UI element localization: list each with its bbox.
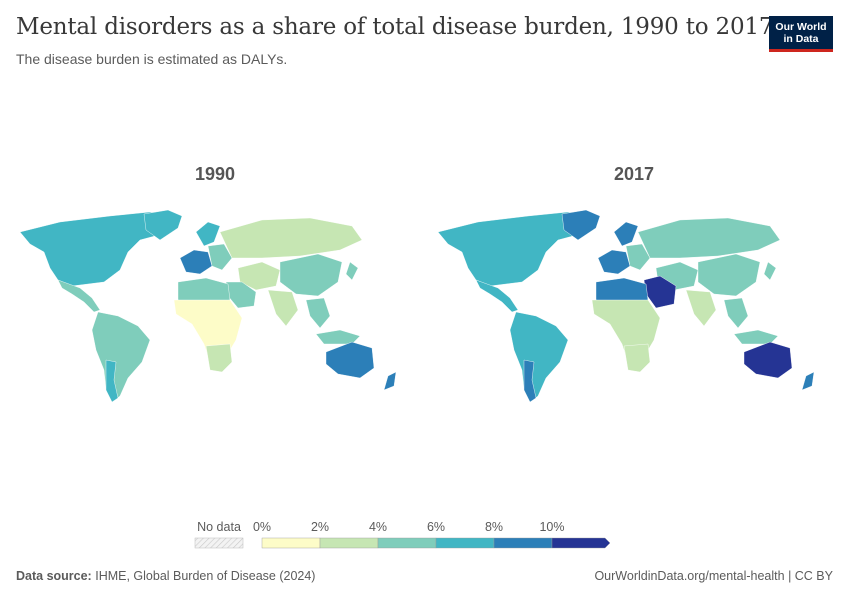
region-central-america	[57, 279, 101, 313]
region-russia	[637, 217, 781, 259]
legend: No data 0% 2% 4% 6% 8% 10%	[194, 520, 611, 549]
legend-bin-3[interactable]	[435, 537, 495, 549]
legend-tick-label: 10%	[539, 520, 564, 534]
region-south-america	[91, 311, 151, 403]
region-north-america	[437, 211, 597, 287]
region-scandinavia	[195, 221, 221, 247]
region-indonesia	[733, 329, 779, 345]
chart-title: Mental disorders as a share of total dis…	[16, 14, 774, 40]
region-china	[279, 253, 343, 297]
legend-bin-2[interactable]	[377, 537, 437, 549]
region-greenland	[561, 209, 601, 241]
region-japan	[345, 261, 359, 281]
region-south-asia	[267, 289, 299, 327]
region-australia	[325, 341, 375, 379]
logo-line-2: in Data	[783, 33, 819, 45]
region-southeast-asia	[305, 297, 331, 329]
source-text: IHME, Global Burden of Disease (2024)	[95, 569, 316, 583]
legend-bins: 0% 2% 4% 6% 8% 10%	[253, 520, 611, 549]
chart-subtitle: The disease burden is estimated as DALYs…	[16, 51, 288, 67]
legend-no-data-swatch[interactable]	[194, 537, 244, 549]
legend-tick-label: 6%	[427, 520, 445, 534]
region-indonesia	[315, 329, 361, 345]
legend-tick-label: 8%	[485, 520, 503, 534]
logo-line-1: Our World	[775, 21, 827, 33]
map-year-2017: 2017	[613, 164, 655, 184]
region-scandinavia	[613, 221, 639, 247]
legend-tick-label: 0%	[253, 520, 271, 534]
legend-bin-0[interactable]	[261, 537, 321, 549]
legend-tick-label: 2%	[311, 520, 329, 534]
world-map-2017[interactable]	[437, 209, 815, 403]
region-southern-cone	[105, 359, 119, 403]
footer-source: Data source: IHME, Global Burden of Dise…	[16, 569, 315, 583]
region-western-europe	[597, 249, 631, 275]
region-eastern-europe	[625, 243, 651, 271]
region-china	[697, 253, 761, 297]
legend-no-data-label: No data	[197, 520, 241, 534]
region-south-asia	[685, 289, 717, 327]
region-southern-cone	[523, 359, 537, 403]
world-map-1990[interactable]	[19, 209, 397, 403]
region-southern-africa	[623, 343, 651, 373]
legend-tick-label: 4%	[369, 520, 387, 534]
region-new-zealand	[801, 371, 815, 391]
region-south-america	[509, 311, 569, 403]
region-greenland	[143, 209, 183, 241]
region-western-europe	[179, 249, 213, 275]
legend-bin-5[interactable]	[551, 537, 611, 549]
region-australia	[743, 341, 793, 379]
region-north-america	[19, 211, 179, 287]
region-eastern-europe	[207, 243, 233, 271]
source-label: Data source:	[16, 569, 92, 583]
region-japan	[763, 261, 777, 281]
owid-logo[interactable]: Our World in Data	[769, 16, 833, 52]
region-russia	[219, 217, 363, 259]
region-southeast-asia	[723, 297, 749, 329]
region-central-america	[475, 279, 519, 313]
region-southern-africa	[205, 343, 233, 373]
region-new-zealand	[383, 371, 397, 391]
legend-bin-4[interactable]	[493, 537, 553, 549]
map-year-1990: 1990	[194, 164, 236, 184]
footer-url[interactable]: OurWorldinData.org/mental-health | CC BY	[594, 569, 833, 583]
legend-bin-1[interactable]	[319, 537, 379, 549]
